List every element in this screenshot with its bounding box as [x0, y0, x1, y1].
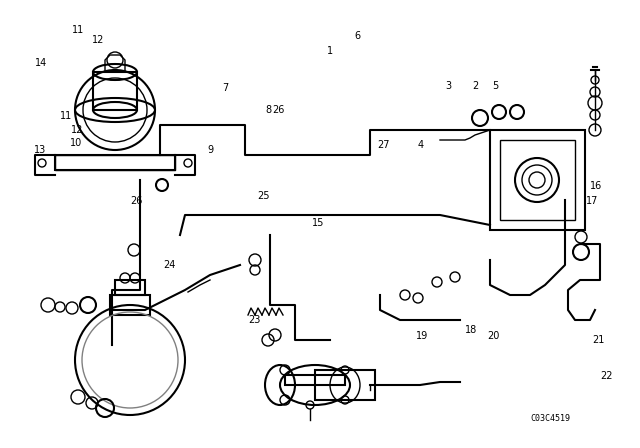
Bar [315, 370, 375, 400]
Text: 17: 17 [586, 196, 598, 206]
Text: 21: 21 [592, 335, 604, 345]
Text: 22: 22 [600, 371, 612, 381]
Text: 16: 16 [590, 181, 602, 191]
Text: 9: 9 [207, 145, 213, 155]
Text: 19: 19 [416, 331, 428, 341]
Bar [285, 375, 345, 385]
Text: 18: 18 [465, 325, 477, 335]
Text: 25: 25 [257, 191, 269, 201]
Text: 26: 26 [130, 196, 142, 206]
Bar [110, 295, 150, 315]
Bar [55, 155, 175, 170]
Text: 6: 6 [354, 31, 360, 41]
Bar [55, 155, 175, 170]
Text: 11: 11 [72, 25, 84, 35]
Text: 10: 10 [70, 138, 82, 148]
Text: 1: 1 [327, 46, 333, 56]
Text: 12: 12 [92, 35, 104, 45]
Text: C03C4519: C03C4519 [530, 414, 570, 422]
Text: 7: 7 [222, 83, 228, 93]
Text: 14: 14 [35, 58, 47, 68]
Text: 27: 27 [378, 140, 390, 150]
Text: 3: 3 [445, 81, 451, 91]
Text: 4: 4 [418, 140, 424, 150]
Text: 8: 8 [265, 105, 271, 115]
Text: 23: 23 [248, 315, 260, 325]
Bar [500, 140, 575, 220]
Text: 15: 15 [312, 218, 324, 228]
Text: 11: 11 [60, 111, 72, 121]
Text: 12: 12 [70, 125, 83, 135]
Text: 26: 26 [272, 105, 284, 115]
Bar [115, 280, 145, 295]
Text: 24: 24 [163, 260, 175, 270]
Text: 2: 2 [472, 81, 478, 91]
Text: 13: 13 [34, 145, 46, 155]
Bar [93, 72, 137, 110]
Text: 20: 20 [487, 331, 499, 341]
Text: 5: 5 [492, 81, 499, 91]
Bar [490, 130, 585, 230]
